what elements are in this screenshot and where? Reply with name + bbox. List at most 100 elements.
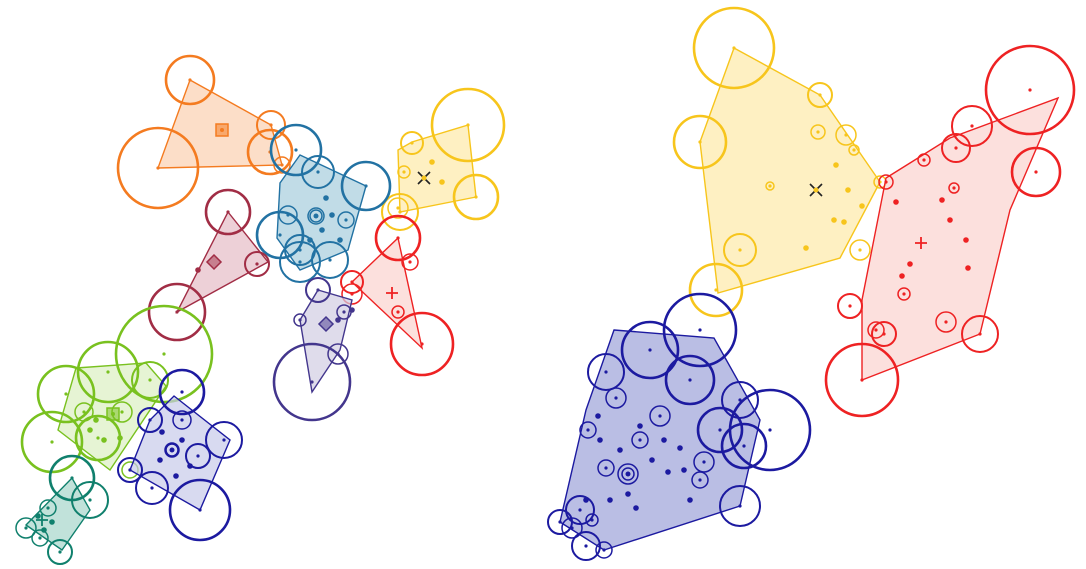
cluster-blue-ring [579,421,597,439]
cluster-blue-point [595,413,601,419]
cluster-yellow-ring [765,181,775,191]
cluster-blue-small-point [173,473,179,479]
cluster-green-ring [74,402,94,422]
cluster-yellow-point [841,219,847,225]
cluster-darkgreen-point [41,527,47,533]
cluster-yellow-point [466,123,470,127]
cluster-red [340,214,455,377]
cluster-blue-small-point [198,508,202,512]
cluster-green-point [64,392,68,396]
cluster-maroon-point [195,267,201,273]
cluster-blue-ring [585,513,599,527]
cluster-blue-small-point [128,468,132,472]
cluster-yellow-ring [849,239,871,261]
cluster-blue-ring [617,463,639,485]
cluster-teal-point [364,184,368,188]
cluster-blue-ring [561,517,583,539]
cluster-blue-ring [587,353,625,391]
cluster-blue-point [681,467,687,473]
cluster-red-point [1034,170,1038,174]
cluster-red-point [350,280,354,284]
cluster-darkgreen-point [24,526,28,530]
cluster-teal-point [307,237,313,243]
cluster-blue-small-ring [117,457,143,483]
cluster-darkgreen-point [46,506,50,510]
cluster-red-point [944,320,948,324]
cluster-blue-point [586,428,590,432]
cluster-teal-point [286,213,290,217]
cluster-blue-point [638,438,642,442]
cluster-blue-ring [565,495,595,525]
cluster-blue-point [648,348,652,352]
cluster-blue-point [768,428,772,432]
cluster-red-point [396,310,400,314]
cluster-blue-point [625,491,631,497]
cluster-teal-ring [269,123,323,177]
cluster-blue-point [558,520,562,524]
cluster-blue-small-centroid-marker [165,443,179,457]
cluster-yellow-point [833,162,839,168]
cluster-blue-point [617,447,623,453]
cluster-yellow-point [845,187,851,193]
cluster-purple-point [310,380,314,384]
cluster-red-ring [935,311,957,333]
cluster-teal-ring [337,211,355,229]
cluster-red-centroid-marker [386,287,398,299]
cluster-blue-small-ring [172,410,192,430]
cluster-red-point [939,197,945,203]
cluster-blue-small-ring [158,368,206,416]
cluster-blue-point [578,508,582,512]
cluster-yellow-point [858,248,862,252]
cluster-yellow-ring [430,87,506,163]
cluster-red-point [396,236,400,240]
cluster-blue-point [584,544,588,548]
cluster-green-point [148,378,152,382]
cluster-yellow-point [398,210,402,214]
cluster-red-ring [374,214,422,262]
cluster-red-ring [341,283,363,305]
cluster-yellow-point [803,245,809,251]
cluster-yellow-point [732,46,736,50]
cluster-orange-ring [164,54,216,106]
cluster-red-point [893,199,899,205]
cluster-yellow [381,87,506,231]
cluster-red-ring [824,342,900,418]
cluster-yellow-point [410,141,414,145]
cluster-yellow-point [768,184,772,188]
cluster-blue-point [661,437,667,443]
cluster-blue-point [607,497,613,503]
cluster-yellow-point [816,130,820,134]
cluster-blue-ring [693,451,715,473]
cluster-orange-centroid-marker-dot [220,128,224,132]
cluster-darkgreen-point [49,519,55,525]
cluster-blue-point [698,328,702,332]
cluster-green-ring [76,340,140,404]
cluster-yellow [672,6,887,318]
cluster-yellow-ring [848,144,860,156]
cluster-red-ring [948,182,960,194]
cluster-red-point [947,217,953,223]
cluster-teal-ring [340,160,392,212]
right-panel [547,6,1076,561]
cluster-yellow-point [714,288,718,292]
cluster-orange [116,54,294,210]
cluster-blue-small-ring [185,443,211,469]
cluster-yellow-point [474,195,478,199]
cluster-yellow-ring [387,197,409,219]
cluster-red-ring [951,105,993,147]
cluster-blue-small-point [157,457,163,463]
cluster-blue-point [688,378,692,382]
cluster-green-point [82,410,86,414]
cluster-maroon-ring [204,188,252,236]
cluster-blue-small-point [180,390,184,394]
cluster-purple-point [335,317,341,323]
cluster-red-ring [837,293,863,319]
cluster-red-point [860,378,864,382]
cluster-red-point [970,124,974,128]
cluster-purple-point [316,288,320,292]
cluster-yellow-point [402,170,406,174]
cluster-red-point [408,260,412,264]
cluster-yellow-ring [835,124,857,146]
cluster-blue-point [590,518,594,522]
cluster-purple-ring [272,342,352,422]
